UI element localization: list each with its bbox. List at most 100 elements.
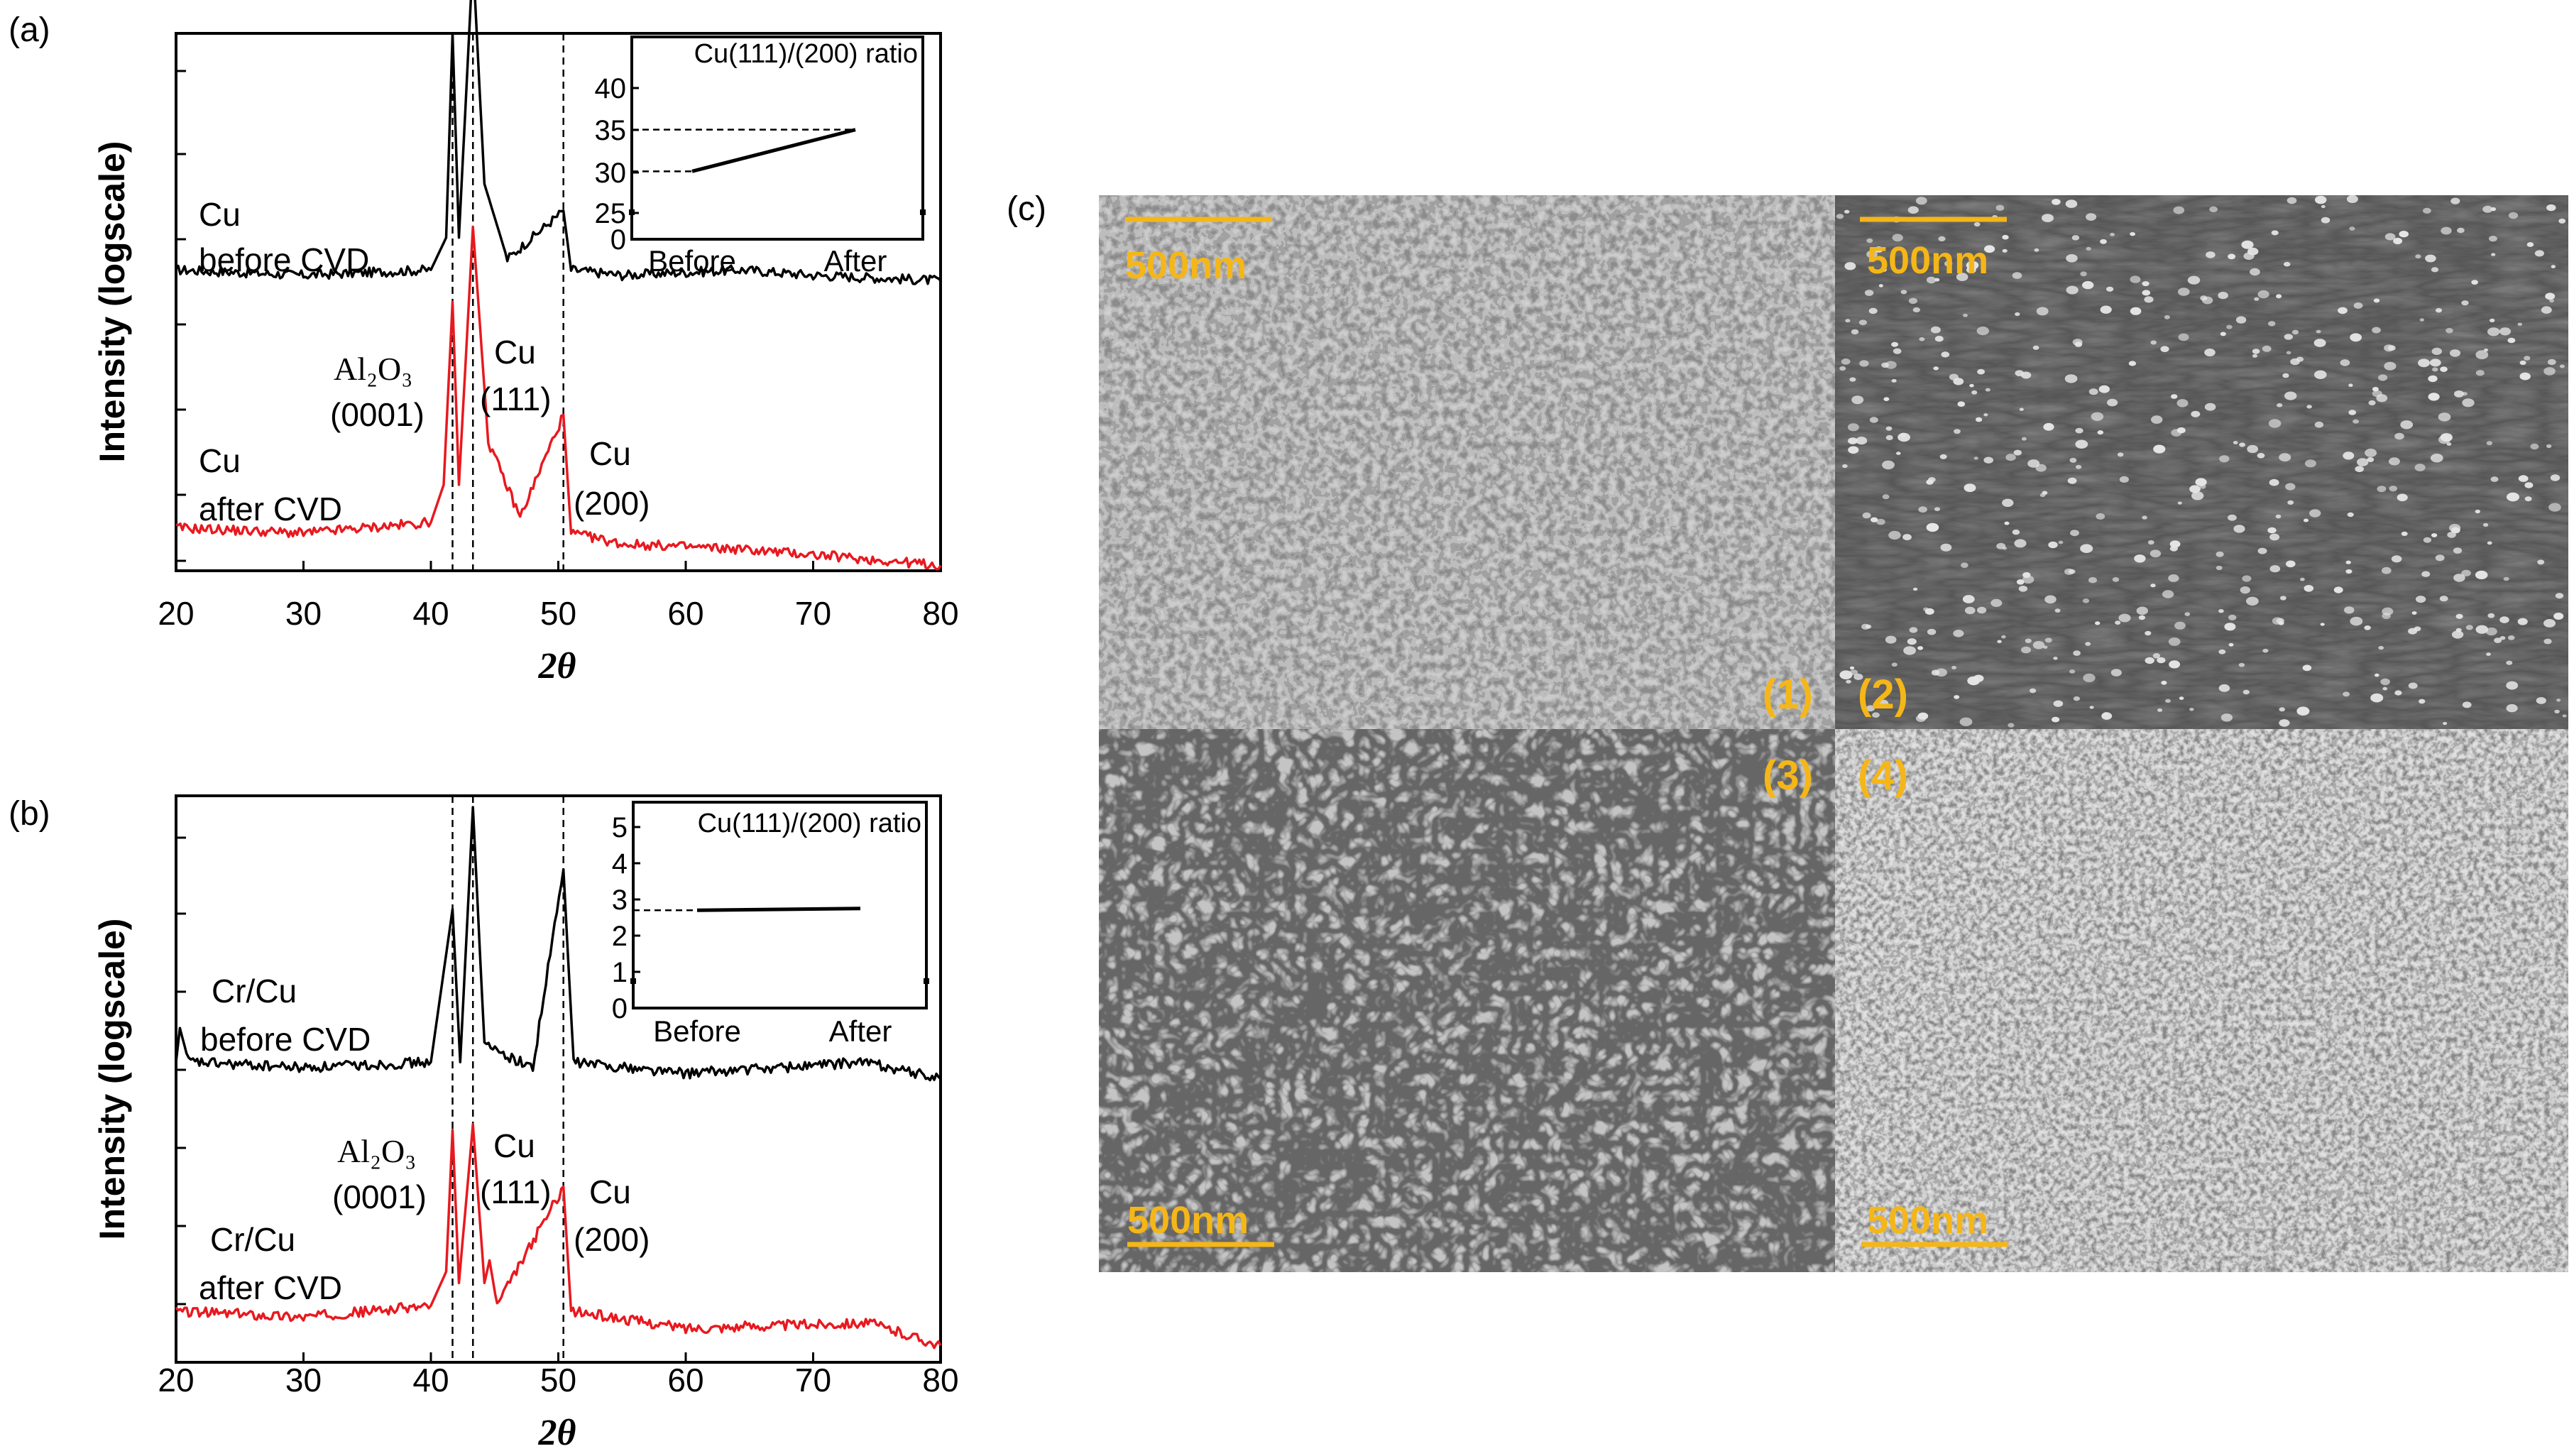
sem-particle: [2438, 412, 2451, 422]
sem-particle: [2080, 271, 2087, 277]
sem-particle: [2254, 297, 2260, 301]
sem-particle: [2130, 232, 2136, 236]
panel-b-y-ticks: [176, 836, 186, 1306]
sem-particle: [1882, 460, 1895, 470]
scale-bar-3-label: 500nm: [1127, 1199, 1249, 1242]
sem-particle: [2220, 332, 2226, 336]
sem-particle: [2025, 638, 2032, 643]
panel-a-y-axis-label: Intensity (logscale): [92, 141, 132, 463]
sem-particle: [2321, 204, 2326, 209]
sem-particle: [2157, 657, 2166, 664]
sem-particle: [2431, 347, 2442, 355]
sem-particle: [1933, 366, 1939, 371]
sem-particle: [2486, 441, 2493, 446]
sem-particle: [1862, 512, 1871, 519]
sem-particle: [1848, 437, 1858, 444]
sem-particle: [1969, 383, 1974, 388]
label-al2o3-b: Al₂O₃: [337, 1133, 416, 1169]
sem-particle: [2275, 514, 2282, 519]
inset-y-tick-label: 3: [612, 885, 628, 916]
sem-particle: [1891, 378, 1897, 383]
x-tick-label: 40: [412, 1362, 449, 1398]
sem-particle: [1954, 695, 1960, 699]
scale-bar-1-label: 500nm: [1125, 244, 1247, 287]
sem-particle: [1841, 358, 1851, 365]
sem-particle: [1934, 507, 1941, 511]
sem-particle: [2085, 642, 2091, 646]
sem-particle: [2242, 575, 2252, 582]
sem-particle: [2415, 596, 2426, 603]
sem-particle: [2524, 496, 2532, 502]
sem-particle: [2547, 358, 2556, 366]
sem-particle: [2485, 627, 2497, 636]
sem-particle: [2252, 349, 2260, 354]
sem-particle: [2491, 253, 2496, 256]
sem-particle: [2549, 299, 2555, 303]
sem-particle: [1918, 506, 1927, 513]
sem-particle: [2016, 579, 2025, 585]
sem-particle: [2499, 636, 2506, 640]
sem-particle: [2008, 723, 2015, 728]
sem-particle: [2276, 294, 2282, 299]
panel-a-label: (a): [9, 11, 50, 49]
sem-particle: [2304, 585, 2314, 592]
sem-particle: [2384, 361, 2397, 371]
sem-particle: [2002, 498, 2014, 507]
sem-particle: [1866, 250, 1878, 258]
sem-particle: [1897, 432, 1911, 442]
sem-particle: [2071, 235, 2080, 241]
sem-particle: [2340, 359, 2350, 366]
sem-particle: [1984, 245, 1995, 253]
sem-particle: [2128, 361, 2137, 366]
sem-particle: [2204, 403, 2216, 411]
sem-particle: [2506, 660, 2513, 665]
sem-particle: [2384, 344, 2394, 352]
sem-particle: [2462, 392, 2468, 396]
sem-particle: [2228, 614, 2237, 620]
sem-particle: [2302, 664, 2312, 672]
sem-particle: [2091, 412, 2104, 421]
sem-particle: [2346, 195, 2358, 203]
sem-particle: [1976, 417, 1983, 422]
sem-particle: [2388, 457, 2400, 466]
sem-particle: [2348, 410, 2357, 415]
sem-particle: [2428, 375, 2438, 383]
panel-a-inset: Cu(111)/(200) ratio 025 30 35 40 Before Aft…: [595, 35, 926, 278]
sem-particle: [2058, 540, 2064, 544]
sem-particle: [1891, 662, 1897, 667]
inset-b-category-before: Before: [653, 1014, 741, 1048]
sem-particle: [2106, 286, 2114, 292]
sem-particle: [2489, 236, 2497, 242]
sem-particle: [2506, 681, 2519, 690]
sem-particle: [1888, 530, 1901, 540]
inset-y-tick-label: 5: [612, 812, 628, 843]
sem-particle: [2423, 207, 2431, 214]
sem-particle: [2347, 512, 2354, 518]
sem-particle: [2286, 351, 2291, 355]
sem-particle: [2282, 373, 2289, 378]
sem-particle: [2278, 621, 2284, 625]
sem-particle: [1953, 378, 1964, 385]
inset-y-tick-label: 0: [610, 224, 626, 256]
sem-particle: [2562, 714, 2567, 718]
inset-a-category-before: Before: [648, 244, 736, 278]
sem-particle: [2449, 349, 2461, 357]
sem-particle: [2548, 503, 2561, 512]
sem-particle: [1864, 290, 1874, 296]
sem-particle: [2277, 403, 2283, 407]
sem-particle: [1962, 595, 1975, 603]
sem-particle: [1848, 446, 1859, 454]
sem-particle: [2380, 678, 2390, 686]
sem-particle: [2096, 513, 2105, 520]
sem-particle: [2446, 442, 2452, 446]
sem-particle: [2313, 339, 2326, 347]
sem-particle: [2021, 646, 2031, 654]
sem-particle: [2487, 613, 2495, 618]
sem-particle: [2012, 529, 2020, 535]
sem-particle: [1959, 717, 1973, 726]
sem-particle: [1964, 606, 1976, 615]
sem-particle: [1858, 319, 1867, 326]
sem-image-4-id: (4): [1858, 752, 1908, 799]
series-cu-before-cvd: [175, 0, 942, 285]
sem-particle: [1836, 214, 1844, 219]
